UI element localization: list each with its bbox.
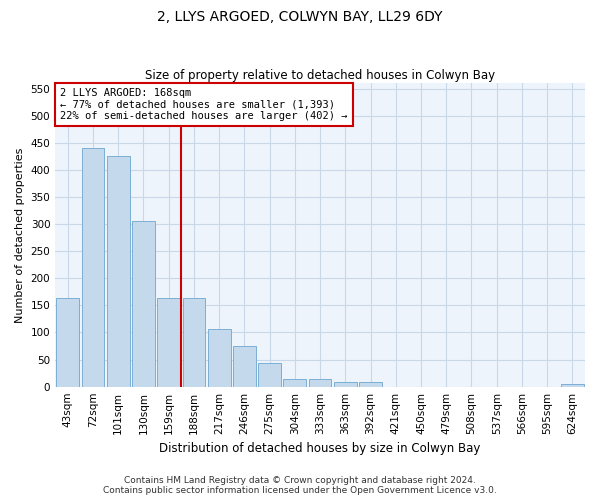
Bar: [233, 346, 256, 387]
Bar: [561, 384, 584, 386]
Bar: [334, 382, 356, 386]
Bar: [258, 363, 281, 386]
Bar: [359, 382, 382, 386]
Bar: [182, 298, 205, 386]
X-axis label: Distribution of detached houses by size in Colwyn Bay: Distribution of detached houses by size …: [160, 442, 481, 455]
Bar: [132, 222, 155, 386]
Bar: [56, 298, 79, 386]
Bar: [283, 378, 306, 386]
Title: Size of property relative to detached houses in Colwyn Bay: Size of property relative to detached ho…: [145, 69, 495, 82]
Bar: [107, 156, 130, 386]
Bar: [309, 378, 331, 386]
Text: 2, LLYS ARGOED, COLWYN BAY, LL29 6DY: 2, LLYS ARGOED, COLWYN BAY, LL29 6DY: [157, 10, 443, 24]
Bar: [82, 148, 104, 386]
Y-axis label: Number of detached properties: Number of detached properties: [15, 147, 25, 322]
Bar: [208, 328, 230, 386]
Bar: [157, 298, 180, 386]
Text: 2 LLYS ARGOED: 168sqm
← 77% of detached houses are smaller (1,393)
22% of semi-d: 2 LLYS ARGOED: 168sqm ← 77% of detached …: [61, 88, 348, 121]
Text: Contains HM Land Registry data © Crown copyright and database right 2024.
Contai: Contains HM Land Registry data © Crown c…: [103, 476, 497, 495]
